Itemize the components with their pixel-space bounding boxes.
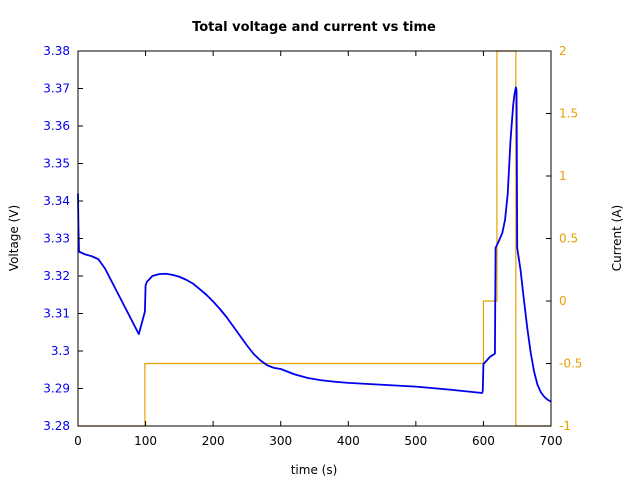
y-right-tick-label: -0.5	[559, 357, 582, 371]
y-right-tick-label: 1.5	[559, 107, 578, 121]
y-left-tick-label: 3.32	[43, 269, 70, 283]
y-axis-left-label: Voltage (V)	[7, 205, 21, 271]
voltage-series-line	[77, 86, 552, 403]
x-tick-label: 600	[472, 434, 495, 448]
y-right-tick-label: 0.5	[559, 232, 578, 246]
y-left-tick-label: 3.36	[43, 119, 70, 133]
y-right-tick-label: 2	[559, 44, 567, 58]
x-tick-label: 400	[337, 434, 360, 448]
y-right-tick-label: 1	[559, 169, 567, 183]
series-layer	[77, 50, 552, 427]
x-tick-label: 0	[74, 434, 82, 448]
y-left-tick-label: 3.34	[43, 194, 70, 208]
x-tick-label: 200	[202, 434, 225, 448]
y-left-tick-label: 3.33	[43, 232, 70, 246]
x-tick-label: 500	[404, 434, 427, 448]
current-series-line	[78, 50, 551, 427]
y-left-tick-label: 3.38	[43, 44, 70, 58]
y-right-tick-label: -1	[559, 419, 571, 433]
plot-frame	[77, 50, 552, 427]
ticks-layer: 0 100 200 300 400 500 600 700 3.28 3.29 3.3 3.31 3.3…	[43, 44, 582, 448]
y-right-tick-label: 0	[559, 294, 567, 308]
y-left-tick-label: 3.29	[43, 382, 70, 396]
y-axis-right-label: Current (A)	[610, 205, 624, 271]
x-tick-label: 100	[134, 434, 157, 448]
y-left-tick-label: 3.3	[51, 344, 70, 358]
x-axis-label: time (s)	[291, 463, 338, 477]
x-tick-label: 700	[540, 434, 563, 448]
chart-title: Total voltage and current vs time	[192, 20, 436, 35]
y-left-tick-label: 3.37	[43, 82, 70, 96]
x-tick-label: 300	[269, 434, 292, 448]
y-left-tick-label: 3.35	[43, 157, 70, 171]
y-left-tick-label: 3.28	[43, 419, 70, 433]
y-left-tick-label: 3.31	[43, 307, 70, 321]
